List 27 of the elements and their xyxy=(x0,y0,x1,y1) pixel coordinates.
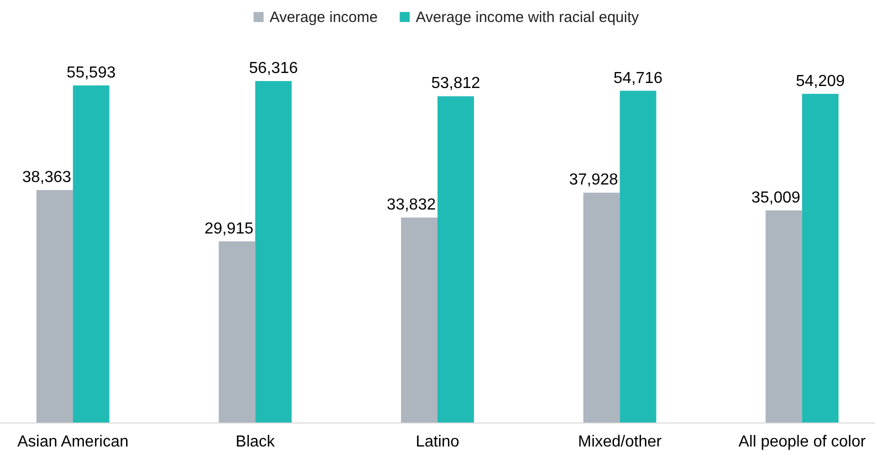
bar xyxy=(583,192,620,423)
data-label: 38,363 xyxy=(22,169,72,186)
data-label: 33,832 xyxy=(386,196,436,214)
bar xyxy=(438,96,474,423)
bar xyxy=(620,90,656,423)
x-tick-label: Latino xyxy=(416,433,460,450)
data-label: 54,716 xyxy=(614,70,663,87)
x-tick-label: Asian American xyxy=(17,433,129,450)
x-tick-label: All people of color xyxy=(738,433,866,450)
bar xyxy=(218,241,256,423)
bar xyxy=(72,85,110,423)
data-label: 56,316 xyxy=(248,60,298,78)
legend-label: Average income with racial equity xyxy=(416,9,640,26)
data-label: 53,812 xyxy=(431,75,480,92)
data-label: 37,928 xyxy=(569,172,618,189)
x-tick-label: Mixed/other xyxy=(578,433,662,450)
legend-label: Average income xyxy=(270,9,378,26)
data-label: 29,915 xyxy=(204,220,254,238)
bar xyxy=(36,190,73,423)
data-label: 54,209 xyxy=(796,72,845,90)
data-label: 35,009 xyxy=(751,189,800,206)
x-tick-label: Black xyxy=(236,433,276,450)
data-label: 55,593 xyxy=(66,64,116,82)
bar xyxy=(766,210,802,423)
bar xyxy=(401,218,438,423)
bar xyxy=(802,94,839,423)
bar xyxy=(255,81,292,423)
